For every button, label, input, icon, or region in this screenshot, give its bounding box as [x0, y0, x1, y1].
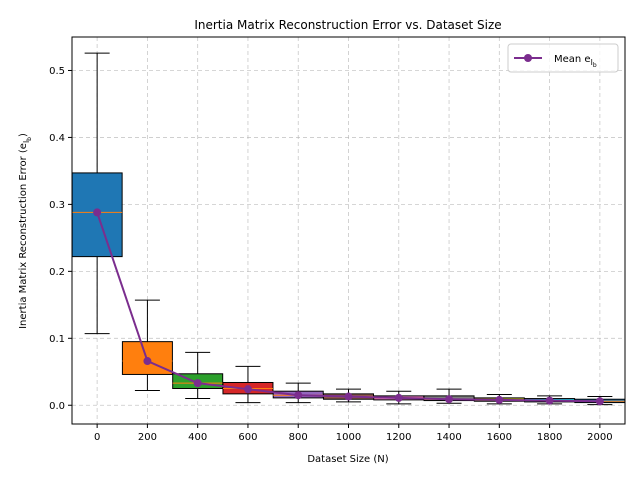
legend-marker-swatch — [524, 54, 532, 62]
y-tick-label: 0.1 — [49, 334, 65, 345]
y-axis-label: Inertia Matrix Reconstruction Error (elb… — [18, 133, 33, 329]
x-tick-label: 600 — [238, 432, 257, 443]
mean-point — [243, 385, 252, 394]
x-tick-label: 2000 — [587, 432, 612, 443]
mean-point — [445, 395, 454, 404]
y-tick-label: 0.0 — [49, 401, 65, 412]
x-ticks: 0 200 400 600 800 1000 1200 1400 1600 1800 2000 — [94, 424, 613, 443]
mean-point — [495, 395, 504, 404]
mean-point — [545, 396, 554, 405]
x-tick-label: 1200 — [386, 432, 411, 443]
x-axis-label: Dataset Size (N) — [307, 454, 388, 465]
mean-series — [93, 208, 604, 406]
grid — [72, 37, 625, 424]
y-tick-label: 0.2 — [49, 267, 65, 278]
legend-label: Mean elb — [554, 54, 597, 69]
mean-point — [294, 391, 303, 400]
legend-label-main: Mean e — [554, 54, 591, 65]
mean-point — [344, 392, 353, 401]
x-tick-label: 1600 — [487, 432, 512, 443]
x-tick-label: 1400 — [436, 432, 461, 443]
x-tick-label: 400 — [188, 432, 207, 443]
y-tick-label: 0.4 — [49, 133, 65, 144]
y-axis-label-main: Inertia Matrix Reconstruction Error (e — [18, 143, 29, 329]
mean-point — [595, 397, 604, 406]
y-tick-label: 0.3 — [49, 200, 65, 211]
legend-label-subsub: b — [593, 62, 597, 69]
y-tick-label: 0.5 — [49, 66, 65, 77]
y-ticks: 0.0 0.1 0.2 0.3 0.4 0.5 — [49, 66, 72, 412]
legend: Mean elb — [507, 43, 619, 73]
mean-point — [193, 379, 202, 388]
y-axis-label-subsub: b — [26, 137, 33, 141]
y-axis-label-sub: l — [22, 141, 31, 143]
x-tick-label: 800 — [289, 432, 308, 443]
mean-point — [394, 393, 403, 402]
y-axis-label-close: ) — [18, 133, 29, 137]
x-tick-label: 1000 — [336, 432, 361, 443]
x-tick-label: 200 — [138, 432, 157, 443]
legend-label-sub: l — [591, 58, 593, 67]
x-tick-label: 0 — [94, 432, 100, 443]
mean-point — [143, 357, 152, 366]
chart-title: Inertia Matrix Reconstruction Error vs. … — [194, 18, 501, 32]
legend-frame — [507, 43, 619, 73]
mean-point — [93, 208, 102, 217]
x-tick-label: 1800 — [537, 432, 562, 443]
